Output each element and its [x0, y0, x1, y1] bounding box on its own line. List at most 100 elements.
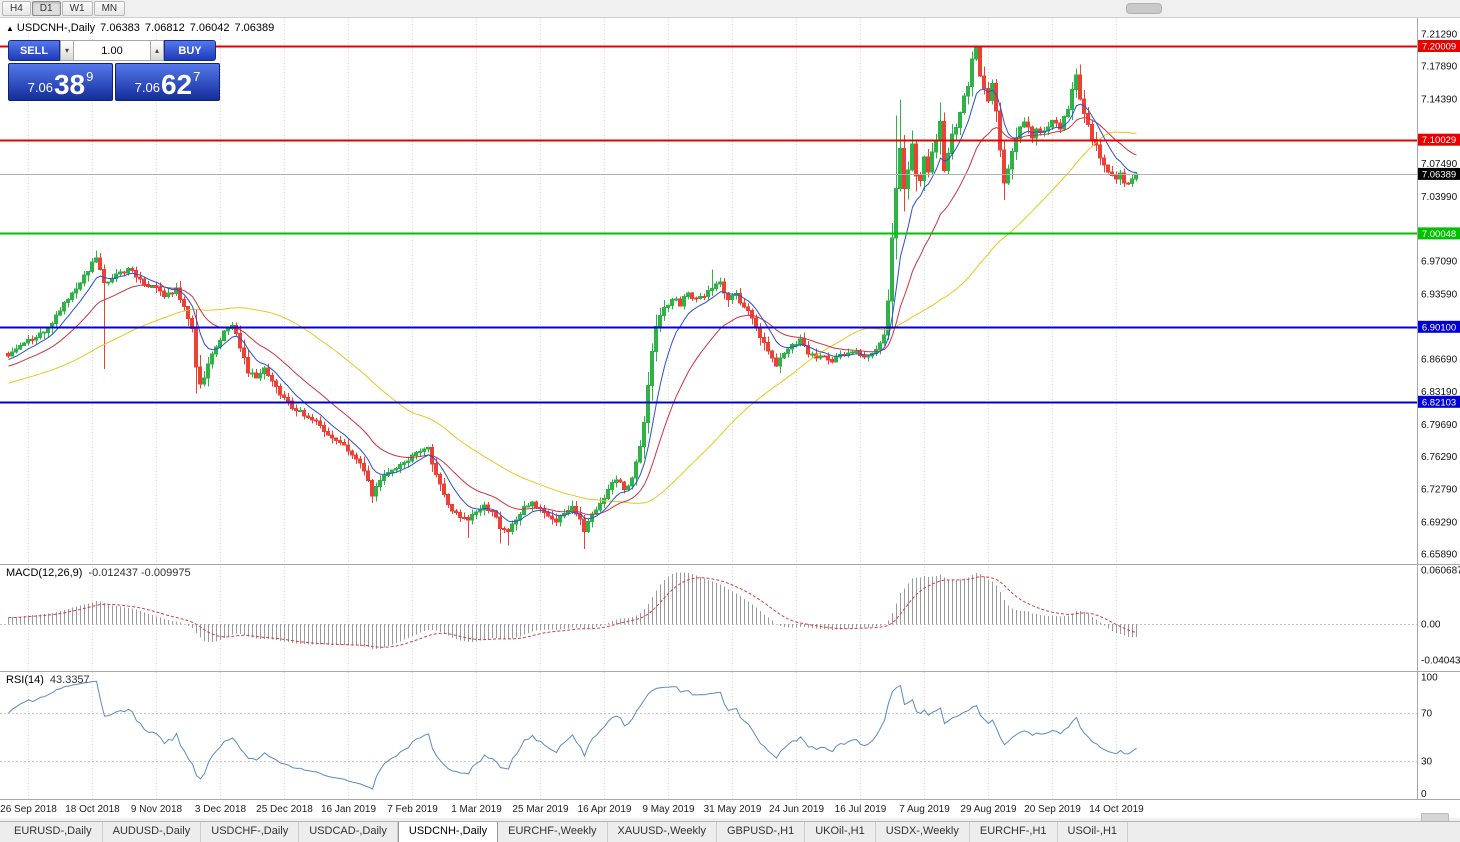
macd-axis-labels: 0.060687 0.00 -0.040432 [1421, 566, 1460, 667]
svg-text:24 Jun 2019: 24 Jun 2019 [769, 804, 824, 815]
current-price-badge: 7.06389 [1418, 167, 1460, 180]
price-level-badge: 6.82103 [1418, 395, 1460, 408]
rsi-value: 43.3357 [49, 674, 90, 686]
svg-text:6.93590: 6.93590 [1421, 290, 1458, 301]
svg-text:6.97090: 6.97090 [1421, 257, 1458, 268]
svg-text:6.83190: 6.83190 [1421, 387, 1458, 398]
symbol-timeframe-label: USDCNH-,Daily [16, 22, 96, 34]
chart-tab-usdchf-daily[interactable]: USDCHF-,Daily [201, 822, 300, 842]
svg-text:30: 30 [1421, 757, 1433, 768]
svg-text:0: 0 [1421, 789, 1427, 800]
svg-text:0.00: 0.00 [1421, 620, 1441, 631]
chart-tab-usdx-weekly[interactable]: USDX-,Weekly [876, 822, 970, 842]
svg-text:31 May 2019: 31 May 2019 [704, 804, 762, 815]
svg-text:6.65890: 6.65890 [1421, 550, 1458, 561]
chart-tab-eurchf-h1[interactable]: EURCHF-,H1 [970, 822, 1058, 842]
svg-text:6.69290: 6.69290 [1421, 518, 1458, 529]
sell-button[interactable]: SELL [8, 40, 60, 61]
chart-tab-usdcad-daily[interactable]: USDCAD-,Daily [299, 822, 398, 842]
svg-text:7.06389: 7.06389 [1422, 169, 1456, 180]
svg-text:25 Dec 2018: 25 Dec 2018 [256, 804, 313, 815]
rsi-axis-labels: 100 70 30 0 [1421, 673, 1438, 801]
svg-text:7.21290: 7.21290 [1421, 30, 1458, 41]
svg-text:3 Dec 2018: 3 Dec 2018 [195, 804, 247, 815]
timeframe-button-w1[interactable]: W1 [61, 1, 93, 16]
ma-fast-line [8, 88, 1137, 523]
svg-text:0.060687: 0.060687 [1421, 566, 1460, 577]
volume-down-button[interactable]: ▾ [60, 40, 74, 61]
svg-text:16 Jan 2019: 16 Jan 2019 [321, 804, 376, 815]
ohlc-close: 7.06389 [234, 22, 275, 34]
svg-text:7.20009: 7.20009 [1422, 42, 1456, 53]
sell-price-display[interactable]: 7.06 38 9 [8, 63, 113, 101]
macd-signal-line [8, 576, 1137, 648]
buy-price-pip-digit: 7 [193, 69, 201, 84]
svg-text:-0.040432: -0.040432 [1421, 656, 1460, 667]
macd-name: MACD(12,26,9) [6, 567, 83, 579]
volume-input[interactable] [74, 40, 150, 61]
svg-text:9 May 2019: 9 May 2019 [642, 804, 695, 815]
volume-up-button[interactable]: ▴ [150, 40, 164, 61]
chart-tab-xauusd-weekly[interactable]: XAUUSD-,Weekly [608, 822, 717, 842]
svg-text:70: 70 [1421, 709, 1433, 720]
timeframe-button-mn[interactable]: MN [93, 1, 126, 16]
buy-price-prefix: 7.06 [134, 80, 160, 95]
timeframe-button-d1[interactable]: D1 [31, 1, 61, 16]
rsi-level-lines [0, 713, 1417, 762]
svg-text:100: 100 [1421, 673, 1438, 684]
svg-text:16 Jul 2019: 16 Jul 2019 [835, 804, 887, 815]
sell-price-pip-digit: 9 [86, 69, 94, 84]
horizontal-level-lines[interactable] [0, 45, 1417, 404]
rsi-name: RSI(14) [6, 674, 44, 686]
chart-tab-eurusd-daily[interactable]: EURUSD-,Daily [4, 822, 103, 842]
buy-button[interactable]: BUY [164, 40, 216, 61]
svg-text:14 Oct 2019: 14 Oct 2019 [1089, 804, 1144, 815]
macd-indicator-label: MACD(12,26,9) -0.012437 -0.009975 [6, 567, 191, 579]
svg-text:9 Nov 2018: 9 Nov 2018 [131, 804, 183, 815]
top-scrollbar-thumb[interactable] [1126, 3, 1162, 14]
one-click-price-row: 7.06 38 9 7.06 62 7 [8, 63, 220, 101]
svg-text:1 Mar 2019: 1 Mar 2019 [451, 804, 502, 815]
svg-text:6.72790: 6.72790 [1421, 485, 1458, 496]
ma-mid-line [8, 117, 1137, 516]
timeframe-button-h4[interactable]: H4 [2, 1, 31, 16]
price-level-badge: 7.20009 [1418, 40, 1460, 53]
svg-text:7.00048: 7.00048 [1422, 229, 1456, 240]
price-level-badge: 7.10029 [1418, 133, 1460, 146]
rsi-line [8, 680, 1137, 790]
svg-text:26 Sep 2018: 26 Sep 2018 [0, 804, 57, 815]
price-axis-labels: 7.21290 7.17890 7.14390 7.07490 7.03990 6.970… [1421, 30, 1458, 561]
svg-text:7 Aug 2019: 7 Aug 2019 [899, 804, 950, 815]
svg-text:20 Sep 2019: 20 Sep 2019 [1024, 804, 1081, 815]
ohlc-open: 7.06383 [100, 22, 140, 34]
buy-price-display[interactable]: 7.06 62 7 [115, 63, 220, 101]
timeframe-toolbar: H4 D1 W1 MN [0, 0, 1460, 18]
chart-tab-ukoil-h1[interactable]: UKOil-,H1 [805, 822, 876, 842]
grid-layer [28, 18, 1117, 799]
chart-tab-audusd-daily[interactable]: AUDUSD-,Daily [103, 822, 202, 842]
chart-tab-usoil-h1[interactable]: USOil-,H1 [1058, 822, 1129, 842]
ohlc-high: 7.06812 [144, 22, 185, 34]
timeframe-buttons: H4 D1 W1 MN [2, 1, 126, 16]
panel-separators[interactable] [0, 564, 1460, 800]
chart-tab-gbpusd-h1[interactable]: GBPUSD-,H1 [717, 822, 806, 842]
candlestick-layer [6, 46, 1138, 550]
svg-text:29 Aug 2019: 29 Aug 2019 [960, 804, 1017, 815]
one-click-panel-toggle[interactable]: ▲ [6, 24, 14, 33]
date-axis-labels: 26 Sep 2018 18 Oct 2018 9 Nov 2018 3 Dec 20… [0, 804, 1144, 815]
svg-text:16 Apr 2019: 16 Apr 2019 [578, 804, 632, 815]
sell-price-big-digits: 38 [53, 69, 86, 101]
chart-title-bar: ▲ USDCNH-,Daily 7.06383 7.06812 7.06042 7.063… [6, 22, 274, 34]
chart-window: 26 Sep 2018 18 Oct 2018 9 Nov 2018 3 Dec 20… [0, 18, 1460, 823]
candlestick-chart[interactable]: 26 Sep 2018 18 Oct 2018 9 Nov 2018 3 Dec 20… [0, 18, 1460, 818]
svg-text:25 Mar 2019: 25 Mar 2019 [512, 804, 569, 815]
svg-text:6.79690: 6.79690 [1421, 420, 1458, 431]
macd-values: -0.012437 -0.009975 [88, 567, 191, 579]
price-level-badge: 6.90100 [1418, 320, 1460, 333]
price-level-badge: 7.00048 [1418, 227, 1460, 240]
chart-tab-eurchf-weekly[interactable]: EURCHF-,Weekly [498, 822, 608, 842]
chart-tab-usdcnh-daily[interactable]: USDCNH-,Daily [397, 822, 499, 842]
svg-text:7 Feb 2019: 7 Feb 2019 [387, 804, 438, 815]
